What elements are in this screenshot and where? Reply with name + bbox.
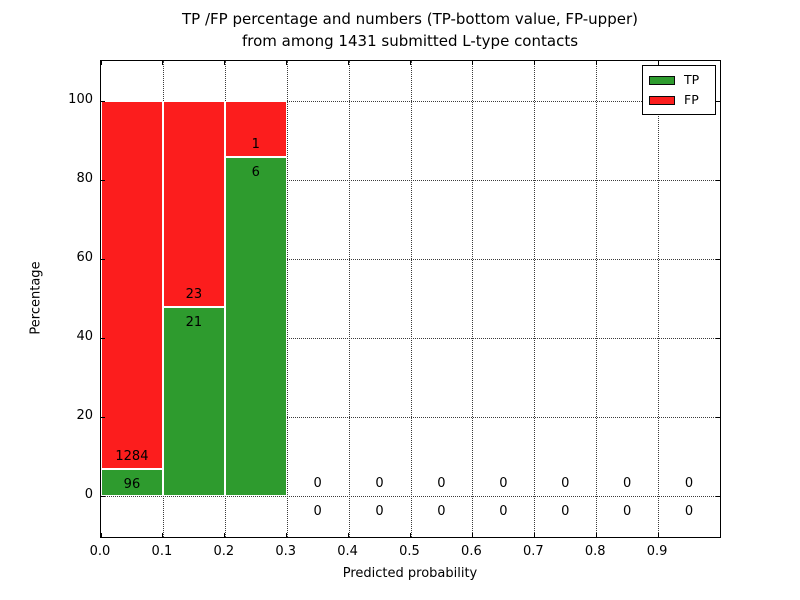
tp-bar-segment bbox=[162, 307, 225, 496]
x-axis-tick-top bbox=[657, 61, 659, 65]
y-axis-tick-left bbox=[101, 258, 105, 260]
chart-title-line2: from among 1431 submitted L-type contact… bbox=[241, 32, 579, 50]
x-tick-label: 0.8 bbox=[584, 544, 606, 559]
y-axis-tick-right bbox=[716, 416, 720, 418]
fp-count-label: 0 bbox=[437, 476, 446, 491]
y-axis-tick-left bbox=[101, 179, 105, 181]
fp-count-label: 0 bbox=[499, 476, 508, 491]
x-axis-tick-bottom bbox=[595, 533, 597, 537]
legend: TP FP bbox=[642, 65, 716, 115]
gridline-vertical bbox=[348, 61, 350, 537]
tp-count-label: 0 bbox=[437, 504, 446, 519]
x-tick-label: 0.4 bbox=[337, 544, 358, 559]
y-tick-label: 80 bbox=[76, 171, 93, 186]
fp-count-label: 0 bbox=[622, 476, 632, 491]
gridline-vertical bbox=[286, 61, 288, 537]
x-tick-label: 0.7 bbox=[522, 544, 544, 559]
x-axis-label: Predicted probability bbox=[342, 566, 478, 581]
x-tick-label: 0.6 bbox=[461, 544, 482, 559]
tp-count-label: 0 bbox=[499, 504, 508, 519]
x-axis-tick-top bbox=[533, 61, 535, 65]
y-axis-tick-right bbox=[716, 179, 720, 181]
x-axis-tick-bottom bbox=[224, 533, 226, 537]
y-tick-label: 60 bbox=[76, 250, 93, 265]
chart-title-line1: TP /FP percentage and numbers (TP-bottom… bbox=[182, 10, 638, 28]
x-axis-tick-top bbox=[595, 61, 597, 65]
tp-color-swatch bbox=[649, 75, 675, 85]
tp-count-label: 6 bbox=[251, 165, 260, 181]
x-axis-tick-top bbox=[100, 61, 102, 65]
y-axis-tick-right bbox=[716, 337, 720, 339]
plot-area: TP FP 1284 96 23 21 1 6 0 0 0 0 0 0 0 0 0 0 0 0 0 0 bbox=[100, 60, 721, 538]
y-tick-label: 40 bbox=[76, 329, 93, 344]
fp-count-label: 0 bbox=[684, 476, 694, 491]
gridline-vertical bbox=[534, 61, 536, 537]
x-tick-label: 0.3 bbox=[275, 544, 297, 559]
gridline-vertical bbox=[410, 61, 412, 537]
tp-bar-segment bbox=[101, 468, 163, 496]
y-axis-tick-left bbox=[101, 100, 105, 102]
x-axis-tick-top bbox=[162, 61, 164, 65]
y-axis-tick-left bbox=[101, 337, 105, 339]
x-axis-tick-bottom bbox=[471, 533, 473, 537]
x-tick-label: 0.1 bbox=[151, 544, 173, 559]
fp-count-label: 0 bbox=[313, 476, 322, 491]
legend-entry-fp: FP bbox=[649, 90, 709, 110]
x-axis-tick-bottom bbox=[348, 533, 350, 537]
y-axis-tick-left bbox=[101, 416, 105, 418]
fp-count-label: 23 bbox=[185, 287, 203, 303]
x-tick-label: 0.9 bbox=[646, 544, 668, 559]
x-axis-tick-top bbox=[410, 61, 411, 65]
gridline-vertical bbox=[472, 61, 474, 537]
legend-label-tp: TP bbox=[684, 72, 700, 87]
y-tick-label: 100 bbox=[68, 92, 93, 107]
x-tick-label: 0.0 bbox=[89, 544, 111, 559]
x-tick-label: 0.5 bbox=[399, 544, 420, 559]
x-axis-tick-bottom bbox=[162, 533, 164, 537]
tp-count-label: 21 bbox=[185, 315, 203, 331]
tp-count-label: 96 bbox=[123, 476, 141, 492]
tp-count-label: 0 bbox=[622, 504, 632, 519]
x-axis-tick-top bbox=[471, 61, 473, 65]
tp-count-label: 0 bbox=[313, 504, 322, 519]
legend-entry-tp: TP bbox=[649, 70, 709, 90]
tp-count-label: 0 bbox=[561, 504, 570, 519]
y-axis-tick-right bbox=[716, 258, 720, 260]
fp-bar-segment bbox=[101, 101, 163, 469]
y-axis-tick-right bbox=[716, 100, 720, 102]
x-axis-tick-bottom bbox=[286, 533, 288, 537]
tp-bar-segment bbox=[224, 157, 287, 496]
chart-title: TP /FP percentage and numbers (TP-bottom… bbox=[100, 8, 720, 52]
x-tick-label: 0.2 bbox=[213, 544, 235, 559]
tp-count-label: 0 bbox=[375, 504, 384, 519]
x-axis-tick-top bbox=[348, 61, 350, 65]
legend-label-fp: FP bbox=[684, 92, 699, 107]
fp-bar-segment bbox=[224, 101, 287, 158]
x-axis-tick-top bbox=[224, 61, 226, 65]
fp-count-label: 1284 bbox=[115, 448, 149, 464]
x-axis-tick-bottom bbox=[100, 533, 102, 537]
x-axis-tick-bottom bbox=[533, 533, 535, 537]
gridline-vertical bbox=[658, 61, 660, 537]
x-axis-tick-bottom bbox=[410, 533, 411, 537]
y-tick-label: 0 bbox=[84, 487, 93, 502]
fp-count-label: 0 bbox=[375, 476, 384, 491]
y-tick-label: 20 bbox=[76, 408, 93, 423]
x-axis-tick-bottom bbox=[657, 533, 659, 537]
fp-count-label: 0 bbox=[561, 476, 570, 491]
y-axis-label: Percentage bbox=[28, 261, 44, 335]
y-axis-tick-right bbox=[716, 495, 720, 497]
fp-color-swatch bbox=[649, 95, 675, 105]
gridline-vertical bbox=[596, 61, 598, 537]
tp-count-label: 0 bbox=[684, 504, 694, 519]
x-axis-tick-top bbox=[286, 61, 288, 65]
fp-bar-segment bbox=[162, 101, 225, 308]
fp-count-label: 1 bbox=[251, 137, 260, 153]
y-axis-tick-left bbox=[101, 495, 105, 497]
